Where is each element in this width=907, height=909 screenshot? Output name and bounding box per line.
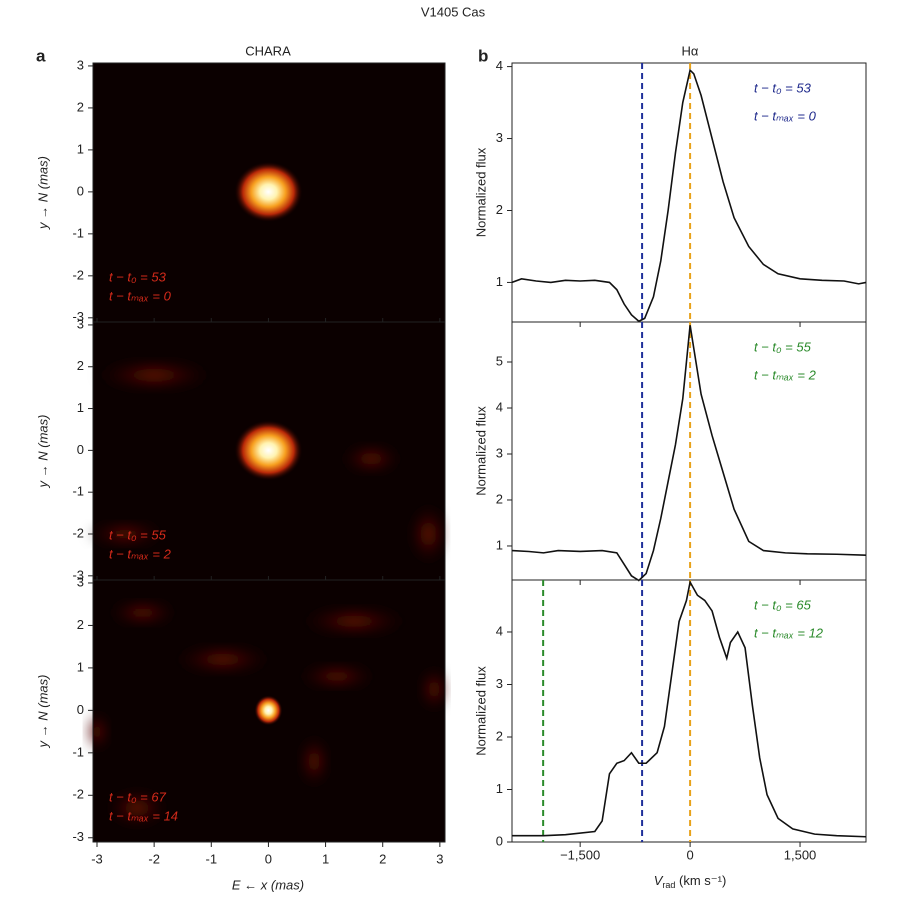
y-tick-label: 2 bbox=[77, 617, 84, 632]
y-tick-label: 3 bbox=[77, 316, 84, 331]
plot-frame bbox=[511, 321, 867, 581]
x-label-sub: rad bbox=[662, 880, 675, 890]
annotation: t − tₘₐₓ = 12 bbox=[754, 625, 824, 640]
noise-blob bbox=[172, 645, 273, 674]
annotation: t − t₀ = 53 bbox=[109, 269, 167, 284]
y-tick-label: -3 bbox=[72, 309, 84, 324]
noise-blob bbox=[420, 667, 449, 712]
annotation: t − t₀ = 65 bbox=[754, 597, 812, 612]
y-tick-label: -3 bbox=[72, 567, 84, 582]
y-tick-label: 3 bbox=[77, 574, 84, 589]
x-tick-label: 3 bbox=[436, 851, 443, 866]
y-tick-label: 5 bbox=[496, 353, 503, 368]
y-tick-label: -1 bbox=[72, 484, 84, 499]
y-tick-label: 1 bbox=[77, 141, 84, 156]
annotation: t − tₘₐₓ = 0 bbox=[109, 288, 172, 303]
image-frame bbox=[92, 579, 446, 843]
y-tick-label: 2 bbox=[77, 99, 84, 114]
y-tick-label: 2 bbox=[496, 202, 503, 217]
x-tick-label: -1 bbox=[206, 851, 218, 866]
y-tick-label: 4 bbox=[496, 58, 503, 73]
y-tick-label: 2 bbox=[496, 491, 503, 506]
y-tick-label: 3 bbox=[77, 57, 84, 72]
figure-title: V1405 Cas bbox=[421, 4, 486, 19]
panel-label: b bbox=[478, 46, 488, 65]
noise-blob bbox=[94, 360, 215, 391]
annotation: t − tₘₐₓ = 14 bbox=[109, 808, 178, 823]
x-tick-label: 2 bbox=[379, 851, 386, 866]
annotation: t − tₘₐₓ = 2 bbox=[109, 546, 172, 561]
source-blob bbox=[254, 695, 283, 726]
y-tick-label: -3 bbox=[72, 829, 84, 844]
x-tick-label: 0 bbox=[686, 847, 693, 862]
panel-title: Hα bbox=[682, 43, 699, 58]
noise-blob bbox=[85, 711, 109, 752]
y-tick-label: 1 bbox=[496, 537, 503, 552]
annotation: t − t₀ = 67 bbox=[109, 789, 167, 804]
y-tick-label: 0 bbox=[77, 702, 84, 717]
source-blob bbox=[234, 161, 303, 222]
spectrum-line bbox=[512, 579, 867, 838]
panel-label: a bbox=[36, 46, 46, 65]
x-axis-label: Vrad (km s⁻¹) bbox=[654, 873, 727, 890]
x-tick-label: 1 bbox=[322, 851, 329, 866]
x-axis-label: E ← x (mas) bbox=[232, 877, 304, 892]
annotation: t − tₘₐₓ = 0 bbox=[754, 108, 817, 123]
y-tick-label: -1 bbox=[72, 225, 84, 240]
x-tick-label: -3 bbox=[91, 851, 103, 866]
x-tick-label: −1,500 bbox=[560, 847, 600, 862]
y-axis-label: y → N (mas) bbox=[35, 675, 50, 749]
annotation: t − t₀ = 55 bbox=[109, 527, 167, 542]
source-blob bbox=[234, 420, 303, 481]
spectrum-line bbox=[511, 325, 867, 582]
noise-blob bbox=[107, 600, 178, 625]
y-tick-label: -2 bbox=[72, 267, 84, 282]
y-tick-label: 2 bbox=[77, 358, 84, 373]
y-tick-label: 4 bbox=[496, 623, 503, 638]
y-tick-label: 3 bbox=[496, 445, 503, 460]
y-axis-label: Normalized flux bbox=[473, 406, 488, 496]
y-tick-label: 0 bbox=[496, 833, 503, 848]
noise-blob bbox=[297, 664, 377, 689]
noise-blob bbox=[107, 790, 167, 827]
x-label-unit: (km s⁻¹) bbox=[675, 873, 726, 888]
y-tick-label: 3 bbox=[496, 130, 503, 145]
plot-frame bbox=[511, 579, 867, 843]
noise-blob bbox=[341, 444, 402, 473]
plot-frame bbox=[511, 62, 867, 323]
y-tick-label: -2 bbox=[72, 525, 84, 540]
y-tick-label: 1 bbox=[496, 781, 503, 796]
noise-blob bbox=[410, 504, 447, 565]
y-tick-label: 3 bbox=[496, 676, 503, 691]
x-label-main: V bbox=[654, 873, 664, 888]
y-tick-label: -2 bbox=[72, 787, 84, 802]
y-tick-label: 0 bbox=[77, 442, 84, 457]
y-tick-label: -1 bbox=[72, 744, 84, 759]
noise-blob bbox=[299, 607, 410, 636]
x-tick-label: 1,500 bbox=[784, 847, 817, 862]
x-tick-label: 0 bbox=[265, 851, 272, 866]
noise-blob bbox=[85, 522, 166, 547]
y-tick-label: 4 bbox=[496, 399, 503, 414]
y-axis-label: Normalized flux bbox=[473, 666, 488, 756]
y-axis-label: Normalized flux bbox=[473, 147, 488, 237]
y-tick-label: 0 bbox=[77, 183, 84, 198]
y-axis-label: y → N (mas) bbox=[35, 415, 50, 489]
x-tick-label: -2 bbox=[148, 851, 160, 866]
panel-title: CHARA bbox=[245, 43, 291, 58]
y-tick-label: 2 bbox=[496, 728, 503, 743]
annotation: t − tₘₐₓ = 2 bbox=[754, 367, 817, 382]
y-tick-label: 1 bbox=[77, 400, 84, 415]
annotation: t − t₀ = 53 bbox=[754, 80, 812, 95]
annotation: t − t₀ = 55 bbox=[754, 339, 812, 354]
y-tick-label: 1 bbox=[496, 274, 503, 289]
spectrum-line bbox=[511, 68, 867, 323]
noise-blob bbox=[300, 735, 329, 788]
y-axis-label: y → N (mas) bbox=[35, 156, 50, 230]
y-tick-label: 1 bbox=[77, 659, 84, 674]
